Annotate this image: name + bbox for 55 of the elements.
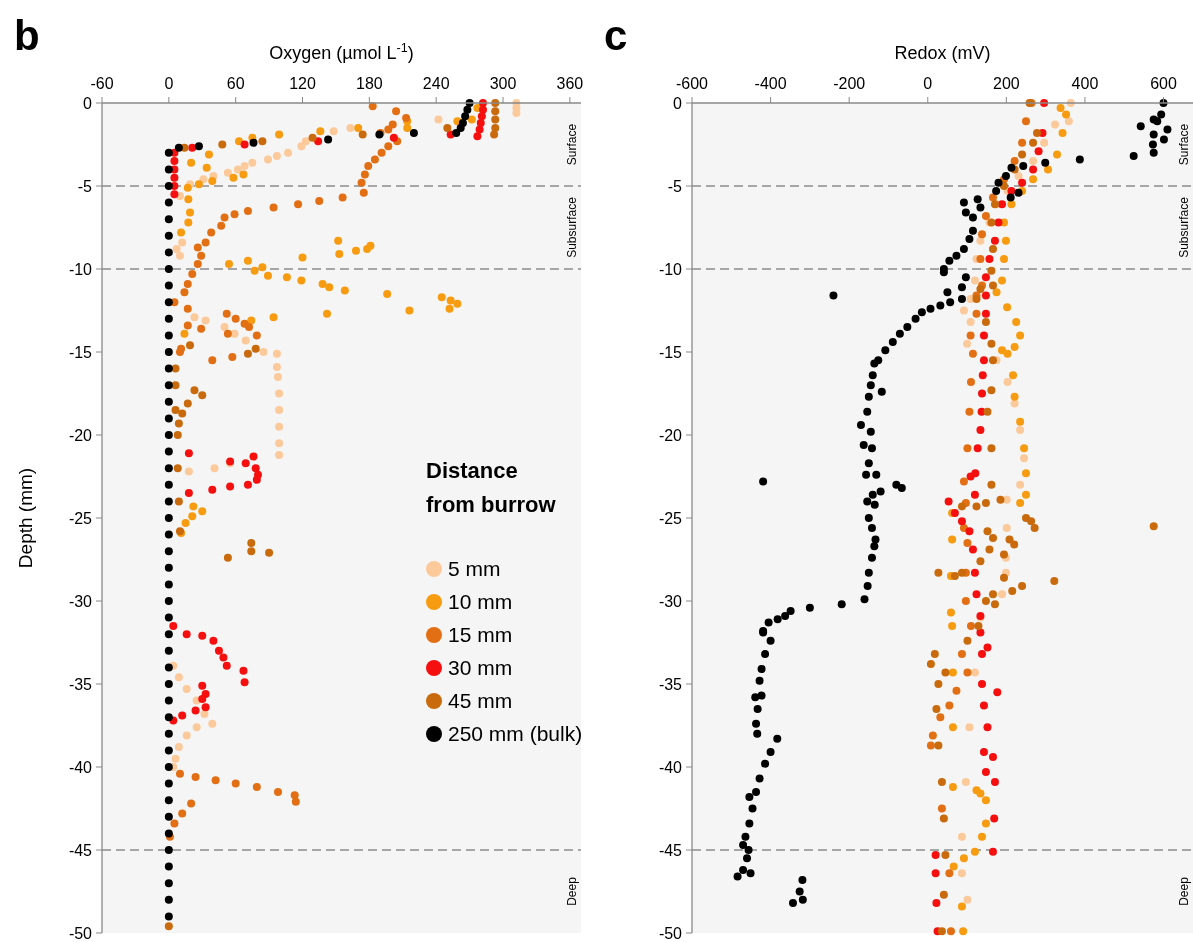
annotation: Subsurface xyxy=(565,196,579,258)
legend-label: 30 mm xyxy=(448,656,513,679)
x-tick-label: 300 xyxy=(489,75,517,92)
y-tick-label: -15 xyxy=(658,344,683,361)
y-tick-label: -50 xyxy=(658,925,683,942)
y-tick-label: -35 xyxy=(68,676,93,693)
x-tick-label: -200 xyxy=(833,75,866,92)
y-tick-label: -45 xyxy=(658,842,683,859)
x-tick-label: -600 xyxy=(675,75,709,92)
y-tick-label: 0 xyxy=(673,95,683,112)
legend-label: 5 mm xyxy=(448,557,501,580)
annotation: Subsurface xyxy=(1177,196,1191,258)
x-tick-label: 400 xyxy=(1071,75,1099,92)
y-tick-label: -10 xyxy=(658,261,683,278)
legend-label: 15 mm xyxy=(448,623,513,646)
chart-title: b xyxy=(14,12,40,59)
chart-title: c xyxy=(604,12,628,59)
x-tick-label: 240 xyxy=(422,75,450,92)
x-tick-label: 0 xyxy=(164,75,174,92)
y-tick-label: -35 xyxy=(658,676,683,693)
x-tick-label: 600 xyxy=(1150,75,1177,92)
x-tick-label: 60 xyxy=(226,75,245,92)
y-tick-label: -40 xyxy=(68,759,93,776)
y-tick-label: -25 xyxy=(68,510,93,527)
annotation: Deep xyxy=(1177,876,1191,906)
annotation: Surface xyxy=(565,123,579,166)
x-axis-title: Redox (mV) xyxy=(894,43,991,63)
annotation: Deep xyxy=(565,876,579,906)
y-tick-label: -50 xyxy=(68,925,93,942)
y-axis-title: Depth (mm) xyxy=(15,467,36,569)
y-tick-label: -30 xyxy=(658,593,683,610)
y-tick-label: -20 xyxy=(658,427,683,444)
y-tick-label: -15 xyxy=(68,344,93,361)
x-tick-label: 0 xyxy=(923,75,933,92)
legend-label: 45 mm xyxy=(448,689,513,712)
legend-title: Distance from burrow xyxy=(426,458,557,517)
annotation: Surface xyxy=(1177,123,1191,166)
x-tick-label: 180 xyxy=(356,75,383,92)
y-tick-label: 0 xyxy=(83,95,93,112)
y-tick-label: -10 xyxy=(68,261,93,278)
x-tick-label: 120 xyxy=(289,75,316,92)
y-tick-label: -20 xyxy=(68,427,93,444)
x-tick-label: 200 xyxy=(993,75,1020,92)
y-tick-label: -5 xyxy=(667,178,683,195)
y-tick-label: -25 xyxy=(658,510,683,527)
y-tick-label: -40 xyxy=(658,759,683,776)
y-tick-label: -30 xyxy=(68,593,93,610)
legend-label: 250 mm (bulk) xyxy=(448,722,583,745)
y-tick-label: -45 xyxy=(68,842,93,859)
x-tick-label: 360 xyxy=(556,75,584,92)
x-tick-label: -60 xyxy=(90,75,114,92)
x-tick-label: -400 xyxy=(754,75,787,92)
y-tick-label: -5 xyxy=(77,178,93,195)
x-axis-title: Oxygen (µmol L$^{-1}$) xyxy=(269,41,414,63)
legend-label: 10 mm xyxy=(448,590,513,613)
